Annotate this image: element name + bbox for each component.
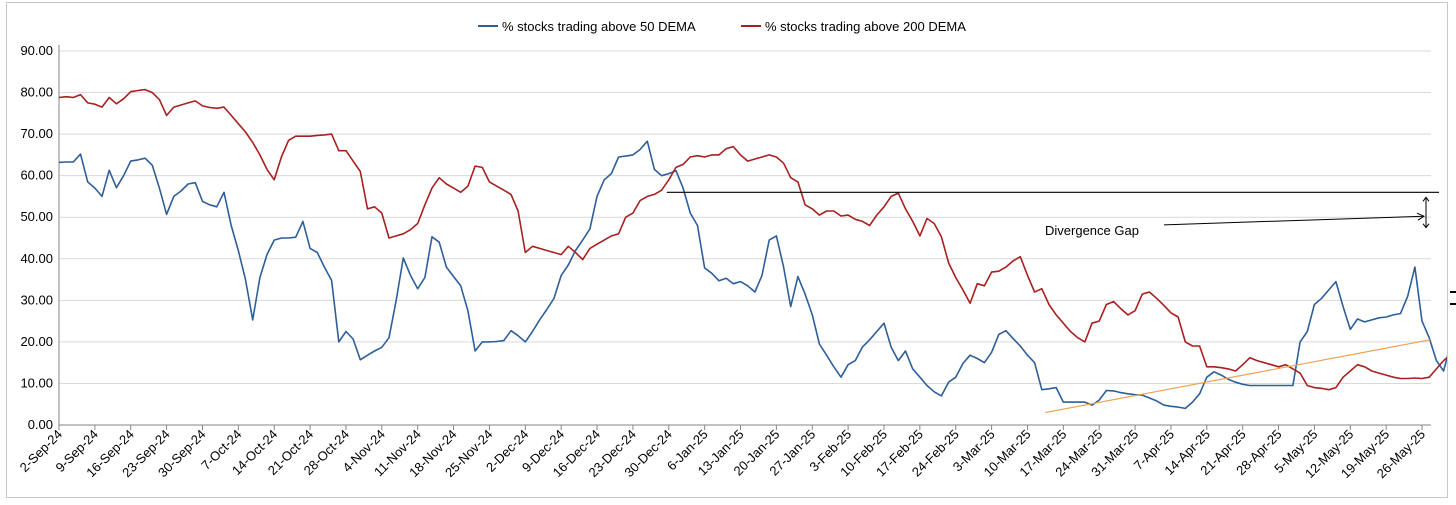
trend-line — [1045, 339, 1431, 414]
x-axis-ticks: 2-Sep-249-Sep-2416-Sep-2423-Sep-2430-Sep… — [17, 425, 1428, 481]
edge-marker — [1450, 291, 1456, 305]
divergence-arrow-head-bottom — [1422, 223, 1430, 229]
y-tick-label: 0.00 — [28, 417, 53, 432]
y-tick-label: 70.00 — [20, 126, 53, 141]
y-tick-label: 10.00 — [20, 375, 53, 390]
series-line-50dema — [58, 140, 1447, 410]
divergence-arrow-head-top — [1422, 196, 1430, 202]
legend-label-50dema: % stocks trading above 50 DEMA — [502, 19, 696, 34]
series-layer — [58, 88, 1447, 410]
axes — [58, 45, 1431, 426]
y-tick-label: 60.00 — [20, 168, 53, 183]
y-tick-label: 30.00 — [20, 292, 53, 307]
y-tick-label: 80.00 — [20, 85, 53, 100]
divergence-pointer — [1163, 215, 1425, 226]
y-tick-label: 50.00 — [20, 209, 53, 224]
legend: % stocks trading above 50 DEMA % stocks … — [478, 19, 966, 34]
y-tick-label: 40.00 — [20, 251, 53, 266]
annotations — [666, 191, 1439, 414]
divergence-gap-label: Divergence Gap — [1045, 223, 1139, 238]
y-axis-ticks: 0.00 10.00 20.00 30.00 40.00 50.00 60.00 70.00 8… — [20, 43, 53, 432]
y-tick-label: 90.00 — [20, 43, 53, 58]
gridlines — [59, 50, 1431, 384]
line-chart: 0.00 10.00 20.00 30.00 40.00 50.00 60.00 70.00 8… — [17, 19, 1447, 481]
chart-frame: 0.00 10.00 20.00 30.00 40.00 50.00 60.00 70.00 8… — [6, 2, 1448, 498]
divergence-pointer-head — [1416, 212, 1426, 221]
series-line-200dema — [58, 88, 1447, 391]
y-tick-label: 20.00 — [20, 334, 53, 349]
legend-label-200dema: % stocks trading above 200 DEMA — [765, 19, 966, 34]
